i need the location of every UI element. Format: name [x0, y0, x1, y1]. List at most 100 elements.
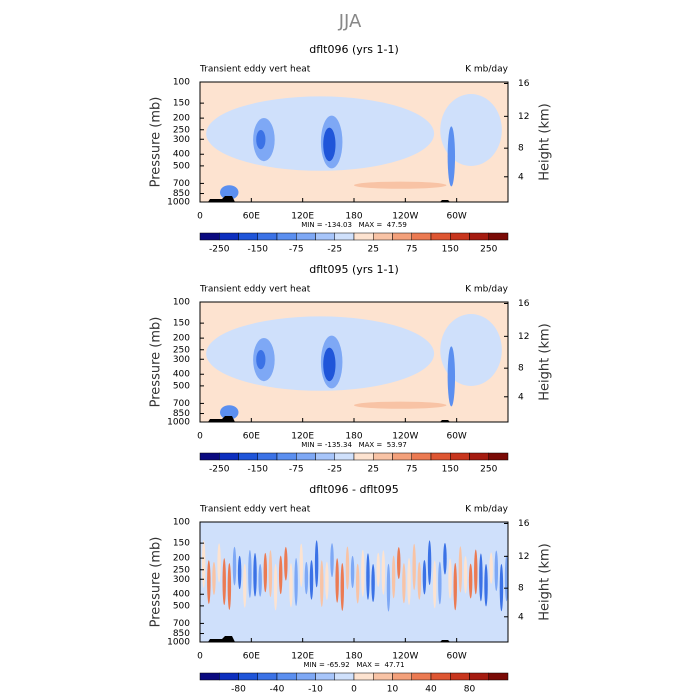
colorbar-label: -40	[270, 685, 285, 695]
panel-title: dflt096 (yrs 1-1)	[309, 43, 399, 56]
x-tick-label: 180	[345, 212, 362, 222]
colorbar-box	[238, 232, 258, 241]
y-tick-label: 200	[173, 554, 190, 564]
colorbar-box	[334, 232, 355, 241]
colorbar-box	[199, 452, 220, 461]
field-shape	[325, 561, 329, 601]
field-shape	[330, 543, 334, 578]
field-shape	[340, 562, 345, 611]
y-tick-label: 200	[173, 114, 190, 124]
colorbar-box	[257, 672, 278, 681]
field-shape	[422, 559, 427, 595]
field-shape	[448, 558, 452, 599]
colorbar-box	[334, 452, 355, 461]
colorbar-box	[219, 672, 239, 681]
field-shape	[494, 550, 499, 592]
colorbar-box	[488, 672, 509, 681]
y-tick-label: 200	[173, 334, 190, 344]
y-tick-label: 400	[173, 150, 190, 160]
colorbar-box	[411, 672, 432, 681]
field-shape	[263, 552, 268, 593]
colorbar-box	[276, 672, 297, 681]
colorbar-box	[450, 232, 470, 241]
x-tick-label: 60E	[243, 212, 260, 222]
y-tick-label: 400	[173, 590, 190, 600]
field-shape	[304, 561, 309, 595]
topography	[208, 196, 450, 202]
panel-title: dflt095 (yrs 1-1)	[309, 263, 399, 276]
y-axis-title: Pressure (mb)	[149, 97, 164, 188]
field-shape	[386, 563, 391, 612]
colorbar-box	[334, 672, 355, 681]
topography	[208, 416, 450, 422]
field-shape	[354, 181, 447, 189]
colorbar-box	[199, 232, 220, 241]
y-tick-label: 300	[173, 575, 190, 585]
colorbar-label: -150	[248, 465, 269, 475]
field-shape	[256, 350, 266, 370]
field-shape	[453, 562, 457, 611]
topography	[208, 636, 450, 642]
field-shape	[258, 563, 262, 597]
stats: MIN = -135.34 MAX = 53.97	[301, 441, 407, 449]
right-label: K mb/day	[465, 285, 509, 295]
colorbar-box	[353, 232, 374, 241]
field-shape	[354, 401, 447, 409]
y-tick-label: 700	[173, 179, 190, 189]
colorbar-box	[199, 672, 220, 681]
field	[200, 302, 508, 422]
y-tick-label: 250	[173, 565, 190, 575]
y-tick-label: 850	[173, 409, 190, 419]
field-shape	[206, 316, 435, 391]
colorbar-label: 40	[425, 685, 437, 695]
y2-tick-label: 4	[518, 172, 524, 182]
colorbar-box	[296, 672, 316, 681]
field-shape	[355, 563, 360, 604]
colorbar-label: 75	[406, 465, 417, 475]
x-tick-label: 60W	[446, 212, 466, 222]
field-shape	[278, 555, 283, 595]
y-tick-label: 1000	[167, 198, 190, 208]
x-tick-label: 0	[197, 652, 203, 662]
field-shape	[206, 96, 435, 171]
y-tick-label: 1000	[167, 418, 190, 428]
field-shape	[458, 546, 463, 593]
field-shape	[289, 563, 293, 608]
y2-axis-title: Height (km)	[538, 323, 553, 400]
colorbar-box	[469, 452, 489, 461]
field-shape	[397, 547, 401, 579]
field-shape	[407, 557, 411, 606]
field-shape	[402, 563, 406, 604]
field-shape	[323, 127, 336, 162]
colorbar-label: -150	[248, 245, 269, 255]
figure-title: JJA	[338, 11, 362, 32]
field-shape	[361, 549, 365, 597]
y-tick-label: 150	[173, 539, 190, 549]
y2-tick-label: 12	[518, 552, 529, 562]
colorbar-label: 0	[351, 685, 357, 695]
colorbar-box	[373, 452, 393, 461]
x-tick-label: 120E	[291, 652, 314, 662]
y-tick-label: 500	[173, 161, 190, 171]
y-tick-label: 100	[173, 78, 190, 88]
field-shape	[468, 563, 473, 599]
right-label: K mb/day	[465, 505, 509, 515]
y2-tick-label: 4	[518, 392, 524, 402]
y-tick-label: 300	[173, 355, 190, 365]
colorbar-box	[488, 232, 509, 241]
field-shape	[366, 553, 370, 600]
y2-tick-label: 12	[518, 112, 529, 122]
field-shape	[268, 550, 273, 598]
field-shape	[323, 347, 336, 382]
colorbar-box	[296, 452, 316, 461]
field-shape	[256, 130, 266, 150]
right-label: K mb/day	[465, 65, 509, 75]
colorbar-label: -10	[308, 685, 323, 695]
x-tick-label: 60E	[243, 432, 260, 442]
left-label: Transient eddy vert heat	[199, 285, 311, 295]
colorbar-label: -25	[327, 245, 342, 255]
colorbar-label: -75	[289, 465, 304, 475]
y-tick-label: 700	[173, 399, 190, 409]
field-shape	[232, 546, 237, 586]
